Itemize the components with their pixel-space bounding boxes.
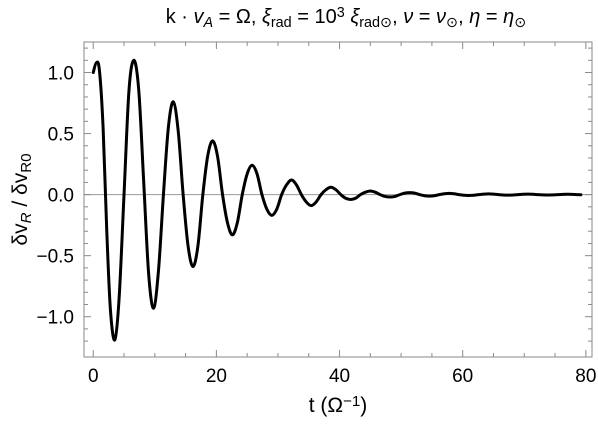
chart-title-part: =: [480, 6, 503, 28]
x-axis-label: t (Ω−1): [309, 393, 368, 417]
y-axis-label-part: R0: [18, 153, 35, 172]
plot-frame-box: [83, 41, 593, 358]
chart-title: k · vA = Ω, ξrad = 103 ξrad⊙, ν = ν⊙, η …: [166, 5, 527, 31]
chart-title-part: ν: [403, 6, 413, 28]
chart-title-part: = Ω,: [213, 6, 262, 28]
y-axis-label-part: δv: [9, 223, 32, 246]
y-axis-label: δvR / δvR0: [9, 153, 35, 245]
x-tick-label: 0: [88, 366, 99, 387]
chart-title-part: ,: [392, 6, 403, 28]
x-tick-label: 40: [329, 366, 350, 387]
chart-text: 0 20 40 60 80−1.0−0.50.00.51.0k · vA = Ω, ξr…: [9, 5, 596, 417]
chart-title-part: = 10: [292, 6, 337, 28]
x-axis-label-part: t (Ω: [309, 394, 343, 417]
chart-title-part: ,: [458, 6, 469, 28]
y-tick-label: 0.0: [48, 186, 74, 207]
chart-title-part: 3: [337, 5, 345, 21]
chart-title-part: ξ: [262, 6, 272, 28]
x-tick-label: 60: [452, 366, 473, 387]
y-tick-label: −1.0: [36, 308, 74, 329]
chart-title-part: η: [503, 6, 514, 28]
y-tick-label: 0.5: [48, 125, 74, 146]
y-tick-label: 1.0: [48, 64, 74, 85]
axis-ticks: [84, 42, 592, 357]
series-layer: [91, 58, 583, 342]
chart-title-part: =: [413, 6, 436, 28]
chart-title-part: rad: [271, 15, 292, 31]
chart-title-part: rad⊙: [359, 15, 392, 31]
x-tick-label: 20: [206, 366, 227, 387]
chart-title-part: ν: [436, 6, 446, 28]
series-line-0: [91, 58, 583, 342]
y-axis-label-part: / δv: [9, 172, 32, 212]
chart-title-part: k ·: [166, 6, 194, 28]
chart-title-part: A: [202, 15, 213, 31]
chart-title-part: ξ: [350, 6, 360, 28]
y-axis-label-part: R: [18, 212, 35, 223]
x-tick-label: 80: [575, 366, 596, 387]
chart-title-part: η: [469, 6, 480, 28]
chart-title-part: ⊙: [446, 15, 458, 31]
chart-title-part: ⊙: [514, 15, 526, 31]
chart-title-part: v: [193, 6, 204, 28]
y-tick-label: −0.5: [36, 247, 74, 268]
x-axis-label-part: ): [360, 394, 367, 417]
x-axis-label-part: −1: [343, 393, 360, 410]
